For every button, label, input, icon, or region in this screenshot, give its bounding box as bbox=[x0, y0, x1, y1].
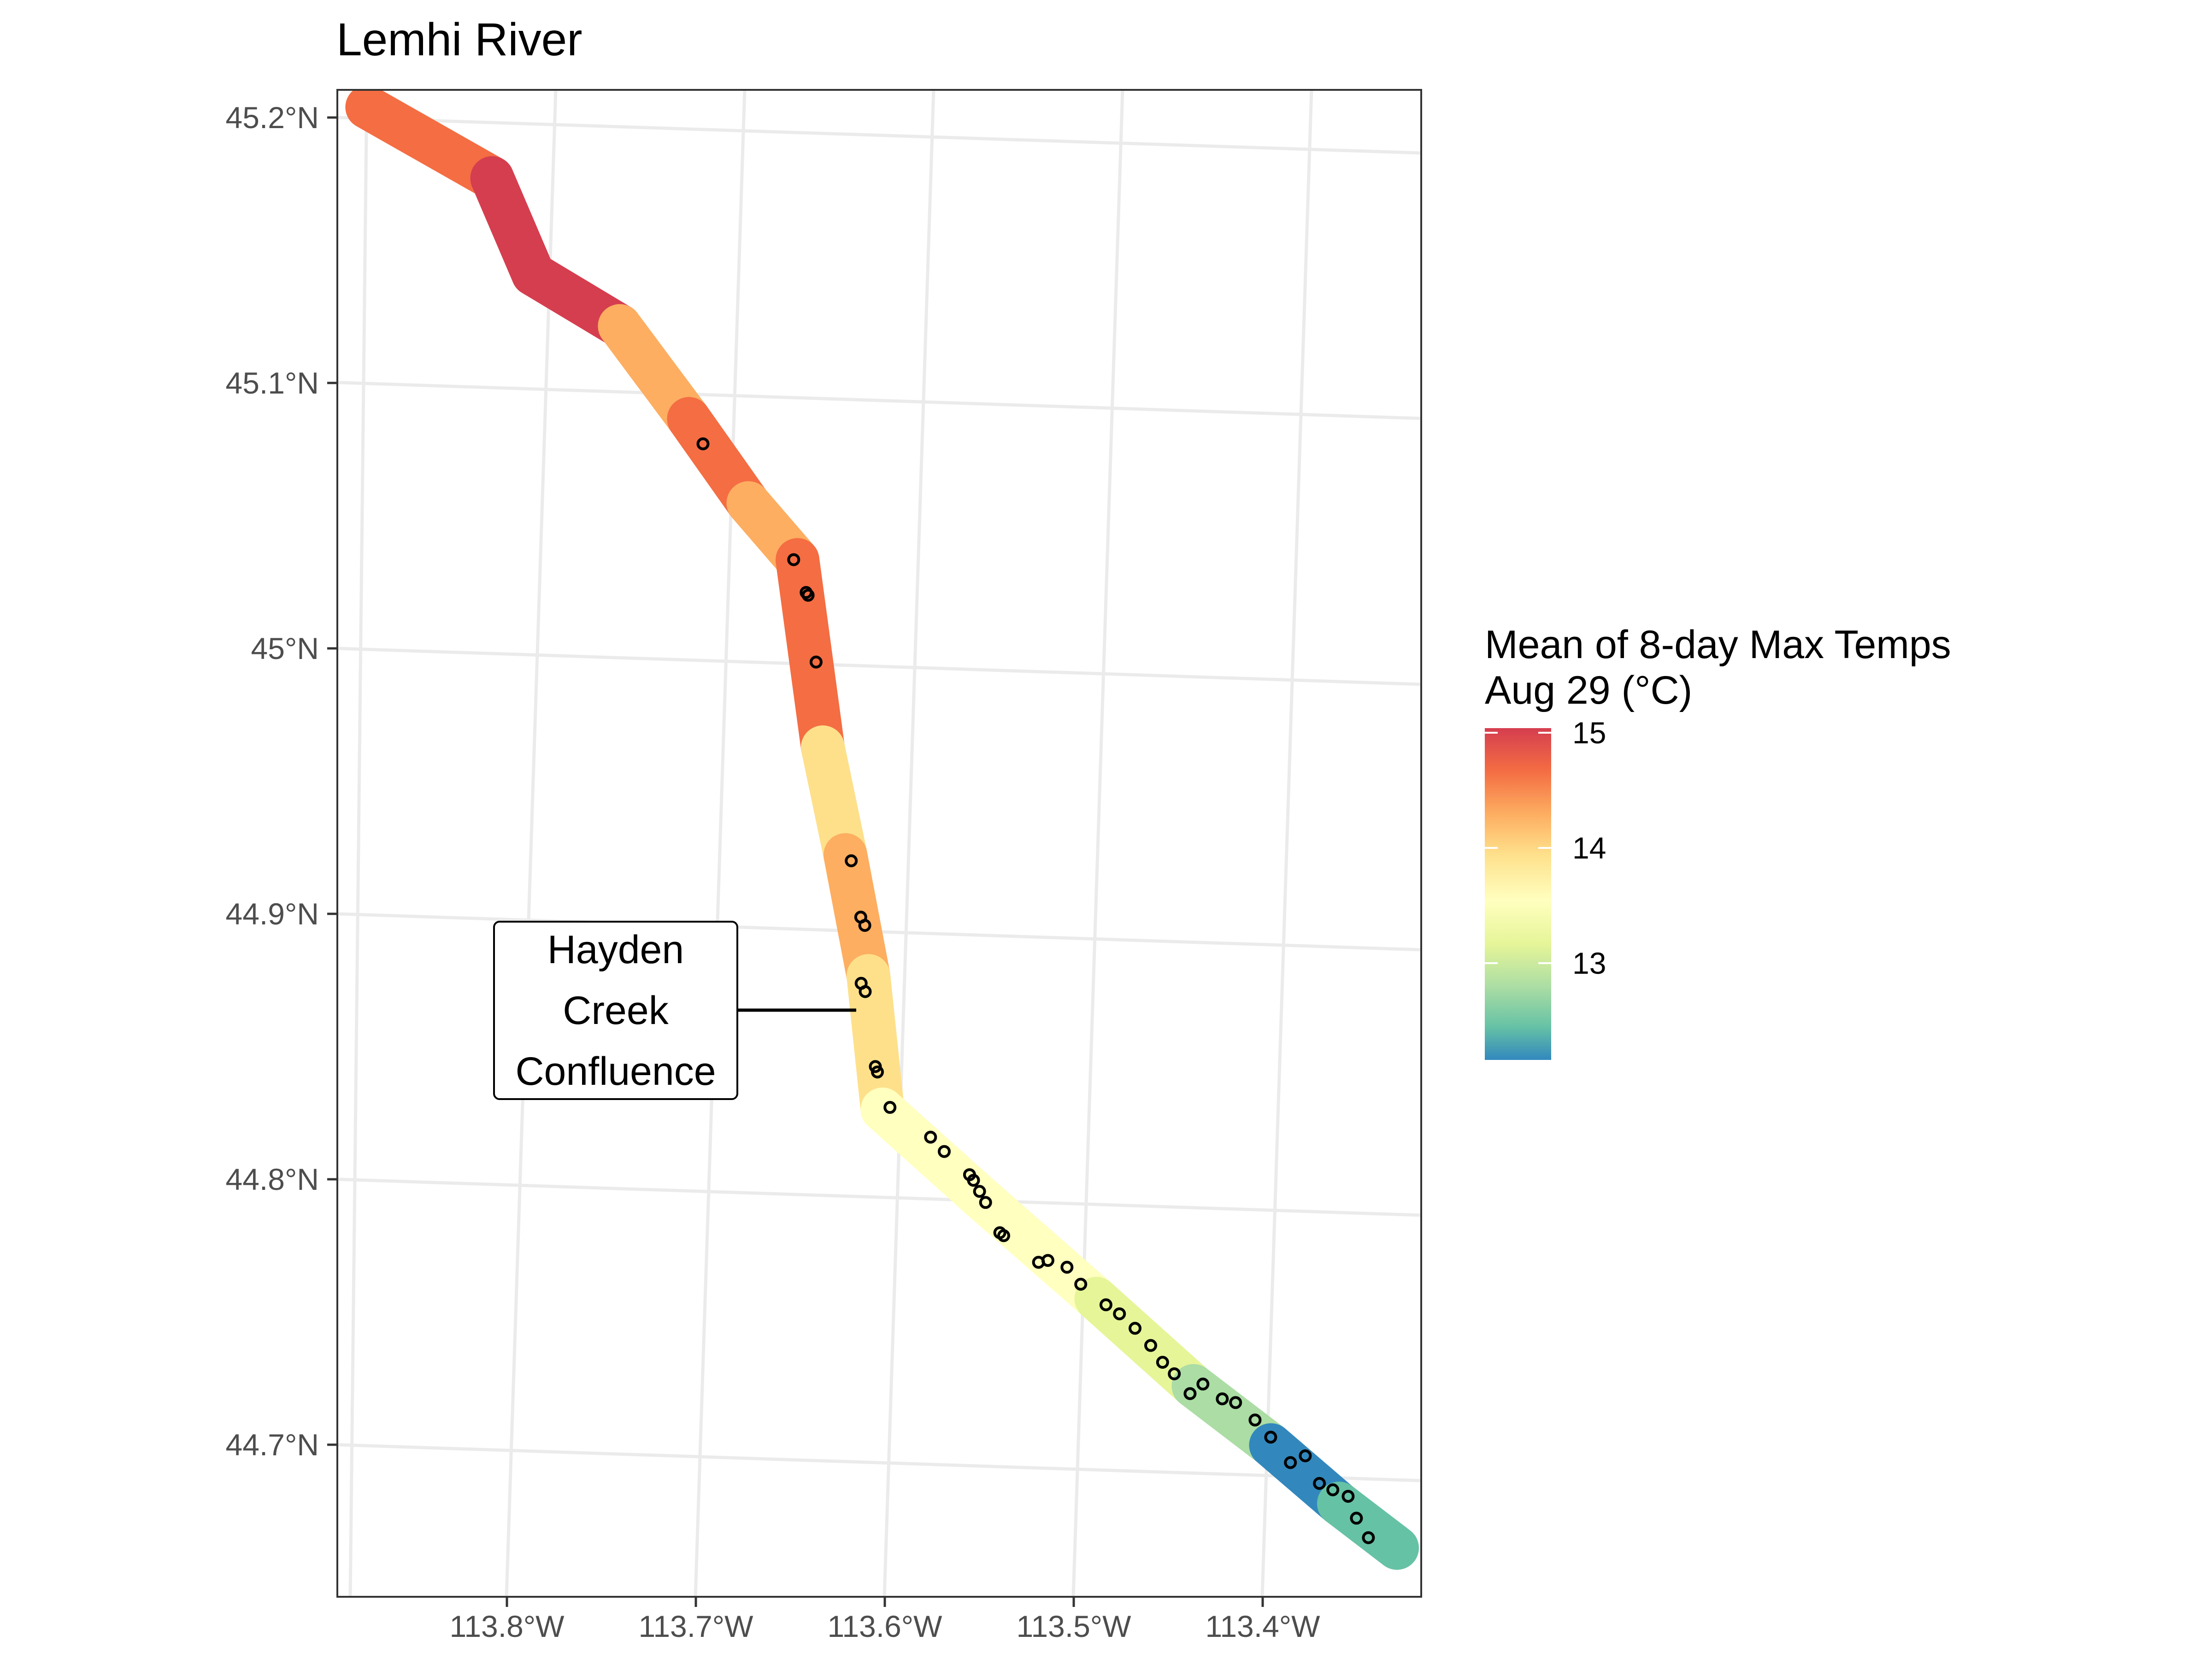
monitoring-sites-layer bbox=[696, 437, 1375, 1544]
monitoring-site bbox=[1341, 1490, 1355, 1503]
monitoring-site bbox=[1216, 1392, 1229, 1406]
annotation-line-3: Confluence bbox=[515, 1049, 716, 1094]
monitoring-site bbox=[979, 1196, 992, 1209]
monitoring-site bbox=[871, 1065, 884, 1079]
monitoring-site bbox=[883, 1101, 897, 1114]
monitoring-site bbox=[1248, 1413, 1262, 1427]
monitoring-site bbox=[801, 588, 815, 602]
monitoring-site bbox=[1129, 1322, 1141, 1335]
monitoring-site bbox=[1229, 1396, 1242, 1409]
legend-title-line-1: Mean of 8-day Max Temps bbox=[1485, 623, 1951, 667]
lat-tick-label: 44.8°N bbox=[225, 1162, 319, 1196]
lat-axis: 45.2°N 45.1°N 45°N 44.9°N 44.8°N 44.7°N bbox=[225, 100, 337, 1462]
river-segment bbox=[847, 954, 905, 1131]
lat-tick-label: 45°N bbox=[251, 631, 319, 665]
river-layer bbox=[345, 90, 1419, 1570]
monitoring-site bbox=[1299, 1449, 1312, 1463]
lat-tick-label: 44.9°N bbox=[225, 897, 319, 931]
monitoring-site bbox=[1196, 1377, 1210, 1391]
monitoring-site bbox=[938, 1145, 951, 1158]
legend-label: 14 bbox=[1572, 831, 1606, 865]
meridian-113-7 bbox=[694, 90, 747, 1597]
river-segment bbox=[1317, 1482, 1419, 1570]
monitoring-site bbox=[973, 1185, 986, 1198]
monitoring-site bbox=[997, 1229, 1010, 1242]
graticule bbox=[337, 90, 1421, 1597]
annotation-line-1: Hayden bbox=[547, 928, 684, 972]
monitoring-site bbox=[1284, 1456, 1297, 1469]
lon-tick-label: 113.6°W bbox=[828, 1609, 943, 1643]
monitoring-site bbox=[1313, 1477, 1326, 1490]
lat-tick-label: 45.1°N bbox=[225, 366, 319, 400]
monitoring-site bbox=[1099, 1298, 1112, 1312]
map-panel-border bbox=[336, 89, 1422, 1598]
lon-axis: 113.8°W 113.7°W 113.6°W 113.5°W 113.4°W bbox=[450, 1597, 1321, 1643]
legend: Mean of 8-day Max Temps Aug 29 (°C) 15 1… bbox=[1485, 623, 1951, 1060]
legend-label: 15 bbox=[1572, 716, 1606, 750]
meridian-113-5 bbox=[1071, 90, 1124, 1597]
monitoring-site bbox=[1326, 1483, 1340, 1496]
monitoring-site bbox=[1060, 1260, 1074, 1274]
annotation-line-2: Creek bbox=[563, 988, 669, 1033]
monitoring-site bbox=[1144, 1339, 1157, 1352]
legend-title-line-2: Aug 29 (°C) bbox=[1485, 668, 1692, 712]
monitoring-site bbox=[787, 553, 800, 566]
monitoring-site bbox=[809, 655, 823, 669]
monitoring-site bbox=[1156, 1356, 1169, 1369]
monitoring-site bbox=[1362, 1531, 1375, 1544]
monitoring-site bbox=[859, 985, 872, 998]
monitoring-site bbox=[1264, 1430, 1277, 1444]
lat-tick-label: 44.7°N bbox=[225, 1428, 319, 1462]
parallel-45-1 bbox=[337, 381, 1421, 420]
map-panel bbox=[337, 90, 1421, 1597]
monitoring-site bbox=[858, 919, 871, 932]
legend-label: 13 bbox=[1572, 946, 1606, 980]
monitoring-site bbox=[1041, 1254, 1054, 1267]
legend-colorbar bbox=[1485, 728, 1551, 1060]
meridian-113-6 bbox=[882, 90, 935, 1597]
annotation-box bbox=[493, 921, 738, 1100]
map-title: Lemhi River bbox=[336, 14, 582, 65]
monitoring-site bbox=[967, 1174, 980, 1187]
meridian-113-4 bbox=[1260, 90, 1313, 1597]
lon-tick-label: 113.4°W bbox=[1206, 1609, 1321, 1643]
monitoring-site bbox=[696, 437, 710, 451]
monitoring-site bbox=[1168, 1367, 1181, 1381]
monitoring-site bbox=[1074, 1277, 1088, 1291]
parallel-44-7 bbox=[337, 1443, 1421, 1483]
lat-tick-label: 45.2°N bbox=[225, 100, 319, 135]
parallel-45-0 bbox=[337, 647, 1421, 686]
monitoring-site bbox=[845, 854, 858, 867]
lon-tick-label: 113.7°W bbox=[639, 1609, 754, 1643]
meridian-113-8 bbox=[505, 90, 558, 1597]
parallel-44-8 bbox=[337, 1177, 1421, 1217]
monitoring-site bbox=[1183, 1387, 1197, 1400]
parallel-45-2 bbox=[337, 116, 1421, 155]
lon-tick-label: 113.8°W bbox=[450, 1609, 565, 1643]
meridian-113-9 bbox=[348, 90, 369, 1597]
monitoring-site bbox=[1350, 1512, 1363, 1525]
river-segment bbox=[345, 90, 514, 200]
monitoring-site bbox=[1113, 1307, 1126, 1320]
lon-tick-label: 113.5°W bbox=[1017, 1609, 1132, 1643]
monitoring-site bbox=[924, 1130, 937, 1144]
